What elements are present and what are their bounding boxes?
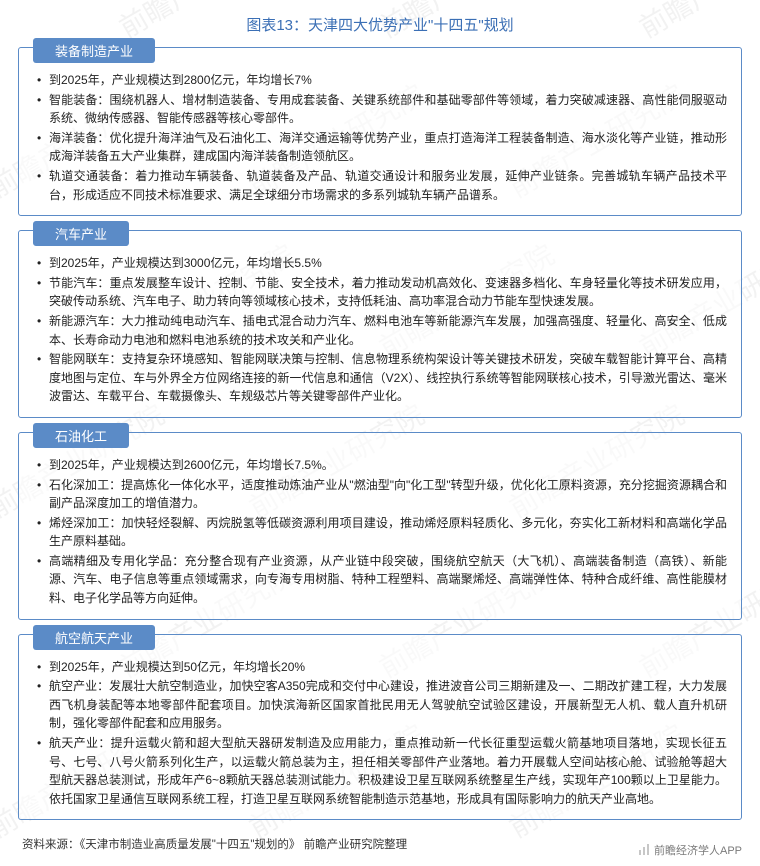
section-item: 高端精细及专用化学品：充分整合现有产业资源，从产业链中段突破，围绕航空航天（大飞… bbox=[37, 552, 727, 608]
section-list: 到2025年，产业规模达到2600亿元，年均增长7.5%。石化深加工：提高炼化一… bbox=[33, 456, 727, 608]
section-item: 海洋装备：优化提升海洋油气及石油化工、海洋交通运输等优势产业，重点打造海洋工程装… bbox=[37, 129, 727, 166]
chart-title: 图表13：天津四大优势产业"十四五"规划 bbox=[18, 14, 742, 35]
section-box: 航空航天产业到2025年，产业规模达到50亿元，年均增长20%航空产业：发展壮大… bbox=[18, 634, 742, 821]
section-header: 航空航天产业 bbox=[33, 625, 155, 650]
section-header: 装备制造产业 bbox=[33, 38, 155, 63]
section-list: 到2025年，产业规模达到50亿元，年均增长20%航空产业：发展壮大航空制造业，… bbox=[33, 658, 727, 809]
section-item: 智能网联车：支持复杂环境感知、智能网联决策与控制、信息物理系统构架设计等关键技术… bbox=[37, 350, 727, 406]
section-item: 石化深加工：提高炼化一体化水平，适度推动炼油产业从"燃油型"向"化工型"转型升级… bbox=[37, 476, 727, 513]
section-list: 到2025年，产业规模达到2800亿元，年均增长7%智能装备：围绕机器人、增材制… bbox=[33, 71, 727, 204]
section-item: 到2025年，产业规模达到2600亿元，年均增长7.5%。 bbox=[37, 456, 727, 475]
section-item: 烯烃深加工：加快轻烃裂解、丙烷脱氢等低碳资源利用项目建设，推动烯烃原料轻质化、多… bbox=[37, 514, 727, 551]
section-list: 到2025年，产业规模达到3000亿元，年均增长5.5%节能汽车：重点发展整车设… bbox=[33, 254, 727, 406]
section-item: 航天产业：提升运载火箭和超大型航天器研发制造及应用能力，重点推动新一代长征重型运… bbox=[37, 734, 727, 808]
section-item: 新能源汽车：大力推动纯电动汽车、插电式混合动力汽车、燃料电池车等新能源汽车发展，… bbox=[37, 312, 727, 349]
section-item: 智能装备：围绕机器人、增材制造装备、专用成套装备、关键系统部件和基础零部件等领域… bbox=[37, 91, 727, 128]
section-box: 汽车产业到2025年，产业规模达到3000亿元，年均增长5.5%节能汽车：重点发… bbox=[18, 230, 742, 418]
source-note: 资料来源：《天津市制造业高质量发展"十四五"规划的》 前瞻产业研究院整理 bbox=[18, 834, 742, 856]
section-header: 石油化工 bbox=[33, 423, 129, 448]
section-item: 节能汽车：重点发展整车设计、控制、节能、安全技术，着力推动发动机高效化、变速器多… bbox=[37, 274, 727, 311]
section-item: 到2025年，产业规模达到50亿元，年均增长20% bbox=[37, 658, 727, 677]
section-box: 装备制造产业到2025年，产业规模达到2800亿元，年均增长7%智能装备：围绕机… bbox=[18, 47, 742, 216]
section-header: 汽车产业 bbox=[33, 221, 129, 246]
section-box: 石油化工到2025年，产业规模达到2600亿元，年均增长7.5%。石化深加工：提… bbox=[18, 432, 742, 620]
section-item: 轨道交通装备：着力推动车辆装备、轨道装备及产品、轨道交通设计和服务业发展，延伸产… bbox=[37, 167, 727, 204]
section-item: 航空产业：发展壮大航空制造业，加快空客A350完成和交付中心建设，推进波音公司三… bbox=[37, 677, 727, 733]
section-item: 到2025年，产业规模达到2800亿元，年均增长7% bbox=[37, 71, 727, 90]
section-item: 到2025年，产业规模达到3000亿元，年均增长5.5% bbox=[37, 254, 727, 273]
